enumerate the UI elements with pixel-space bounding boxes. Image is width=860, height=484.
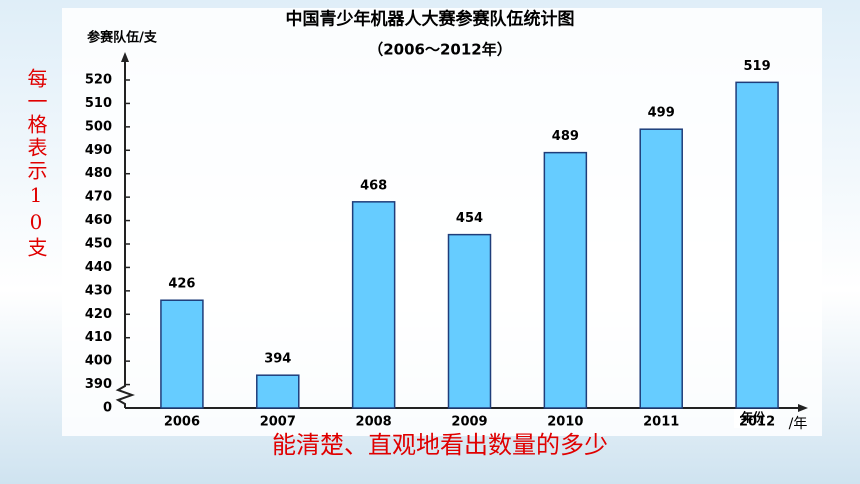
y-tick-label: 520 (85, 73, 112, 88)
x-tick-label: 2011 (643, 415, 679, 430)
chart-title: 中国青少年机器人大赛参赛队伍统计图 (286, 9, 575, 30)
y-tick-label: 470 (85, 190, 112, 205)
value-label: 426 (168, 277, 195, 292)
y-tick-label: 480 (85, 166, 112, 181)
x-tick-label: 2012 (739, 415, 775, 430)
x-axis-unit: /年 (789, 416, 808, 432)
bar (351, 201, 396, 409)
x-axis-label: 年份 (741, 410, 766, 425)
bar (447, 233, 492, 409)
y-tick-label: 420 (85, 307, 112, 322)
y-tick-label: 440 (85, 260, 112, 275)
bar (160, 299, 204, 409)
y-tick-label: 510 (85, 96, 112, 111)
value-label: 519 (744, 59, 771, 74)
y-tick-label: 460 (85, 213, 112, 228)
x-tick-label: 2008 (356, 415, 392, 430)
x-tick-label: 2006 (164, 415, 200, 430)
y-tick-label: 430 (85, 283, 112, 298)
x-tick-label: 2007 (260, 415, 296, 430)
y-tick-label: 390 (85, 377, 112, 392)
y-tick-label: 500 (85, 119, 112, 134)
value-label: 454 (456, 211, 483, 226)
value-label: 499 (648, 106, 675, 121)
value-label: 468 (360, 178, 387, 193)
bar (543, 151, 588, 409)
x-tick-label: 2010 (547, 415, 583, 430)
x-tick-label: 2009 (451, 415, 487, 430)
bar (639, 128, 683, 409)
y-tick-label: 450 (85, 237, 112, 252)
y-tick-label: 410 (85, 330, 112, 345)
chart-subtitle: （2006～2012年） (368, 41, 512, 59)
y-arrow (121, 52, 129, 62)
side-note: 每一格表示10支 (24, 68, 48, 260)
value-label: 489 (552, 129, 579, 144)
x-label-box (734, 408, 772, 428)
y-axis (115, 58, 135, 408)
bar (735, 81, 779, 409)
x-arrow (798, 404, 808, 412)
y-tick-label: 0 (103, 401, 112, 416)
y-tick-label: 400 (85, 354, 112, 369)
y-axis-label: 参赛队伍/支 (87, 30, 158, 46)
value-label: 394 (264, 352, 291, 367)
bar (256, 374, 300, 409)
y-tick-label: 490 (85, 143, 112, 158)
caption: 能清楚、直观地看出数量的多少 (272, 431, 608, 459)
